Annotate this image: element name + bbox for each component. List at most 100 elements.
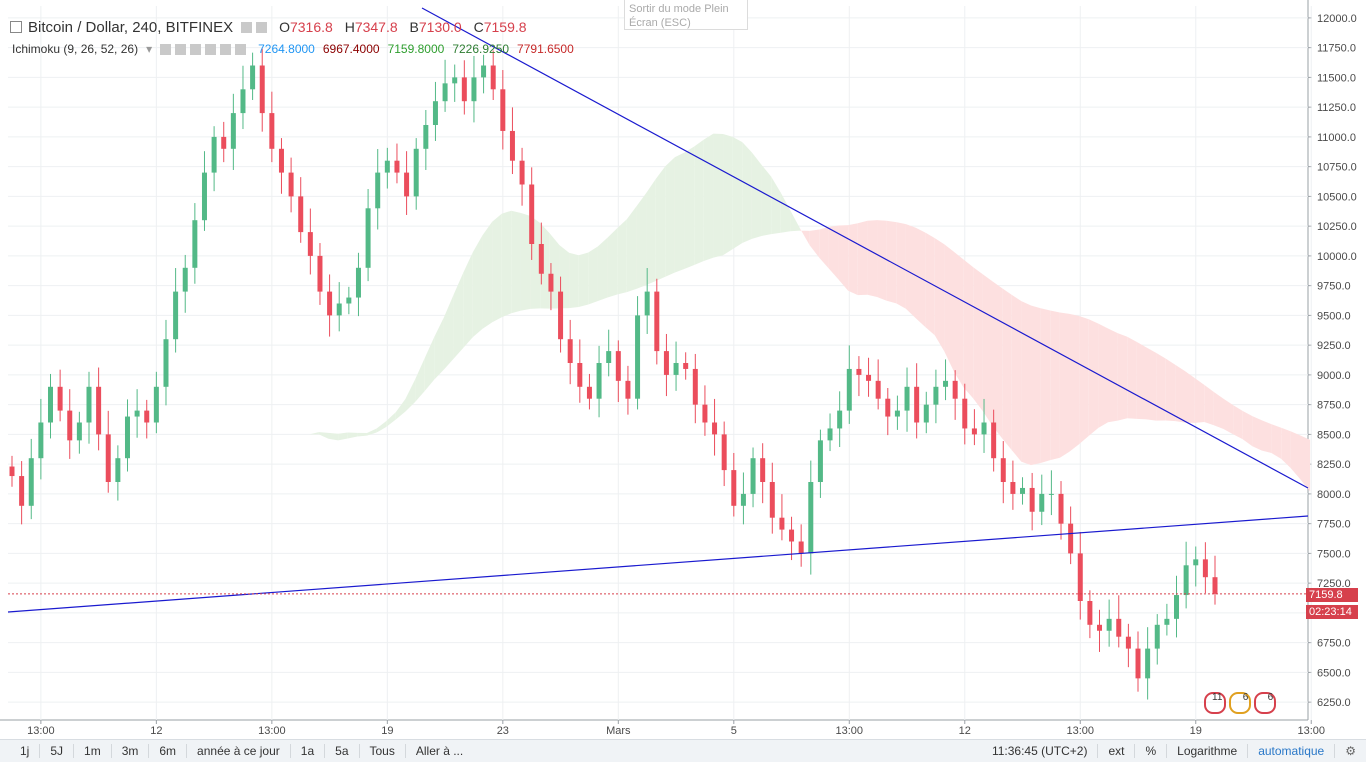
- ichimoku-cloud-segment: [674, 152, 685, 273]
- candle-body: [153, 386, 159, 423]
- ichimoku-cloud-segment: [453, 272, 464, 359]
- y-tick-label: 8500.0: [1317, 429, 1351, 441]
- settings-icon[interactable]: [175, 44, 187, 56]
- ichimoku-cloud-segment: [338, 432, 348, 441]
- ichimoku-cloud-segment: [376, 421, 387, 433]
- candle-body: [1039, 493, 1045, 512]
- candle-body: [509, 130, 515, 161]
- indicator-value: 7226.9250: [452, 42, 510, 56]
- add-icon[interactable]: [220, 44, 232, 56]
- symbol-title[interactable]: Bitcoin / Dollar, 240, BITFINEX: [28, 18, 234, 36]
- ichimoku-cloud-segment: [963, 259, 974, 399]
- ichimoku-cloud-segment: [1040, 308, 1051, 464]
- ichimoku-cloud-segment: [944, 244, 955, 372]
- candle-body: [750, 458, 756, 494]
- ichimoku-cloud-segment: [703, 133, 714, 262]
- ichimoku-cloud-segment: [1223, 398, 1234, 435]
- eye-icon[interactable]: [241, 22, 253, 34]
- price-chart[interactable]: 6250.06500.06750.07000.07250.07500.07750…: [0, 0, 1366, 740]
- auto-toggle[interactable]: automatique: [1247, 744, 1334, 758]
- range-button[interactable]: 1m: [74, 744, 112, 758]
- candle-body: [1106, 618, 1112, 631]
- candle-body: [875, 380, 881, 399]
- y-tick-label: 6250.0: [1317, 697, 1351, 709]
- y-tick-label: 9500.0: [1317, 310, 1351, 322]
- ichimoku-cloud-segment: [617, 219, 627, 295]
- candle-body: [894, 410, 900, 417]
- ichimoku-cloud-segment: [578, 252, 589, 308]
- source-icon[interactable]: [190, 44, 202, 56]
- y-tick-label: 8250.0: [1317, 459, 1351, 471]
- x-tick-label: 23: [497, 725, 509, 737]
- ichimoku-cloud-segment: [819, 226, 829, 269]
- eye-icon[interactable]: [160, 44, 172, 56]
- candle-body: [1174, 595, 1180, 619]
- candle-body: [798, 541, 804, 554]
- more-icon[interactable]: [205, 44, 217, 56]
- range-button[interactable]: 5J: [40, 744, 75, 758]
- candle-body: [856, 368, 862, 375]
- candle-body: [914, 386, 920, 423]
- range-button[interactable]: 1a: [291, 744, 326, 758]
- ichimoku-cloud-segment: [732, 136, 743, 250]
- y-tick-label: 6500.0: [1317, 667, 1351, 679]
- chevron-down-icon[interactable]: ▾: [146, 42, 153, 56]
- range-button[interactable]: 1j: [10, 744, 41, 758]
- indicator-name[interactable]: Ichimoku (9, 26, 52, 26): [12, 42, 139, 56]
- ichimoku-cloud-segment: [1233, 405, 1243, 440]
- close-icon[interactable]: [235, 44, 247, 56]
- event-flag-icon[interactable]: 6: [1253, 692, 1276, 714]
- candle-body: [1068, 523, 1074, 554]
- candle-body: [721, 434, 727, 471]
- settings-icon[interactable]: [256, 22, 268, 34]
- candle-body: [702, 404, 708, 423]
- ichimoku-cloud-segment: [501, 210, 512, 318]
- x-tick-label: 13:00: [1066, 725, 1094, 737]
- ichimoku-cloud-segment: [1002, 288, 1012, 451]
- candle-body: [789, 529, 795, 542]
- ichimoku-cloud-segment: [1194, 377, 1205, 423]
- range-button[interactable]: Tous: [360, 744, 406, 758]
- range-button[interactable]: année à ce jour: [187, 744, 291, 758]
- gear-icon[interactable]: ⚙: [1334, 744, 1366, 758]
- ichimoku-cloud-segment: [1146, 347, 1157, 421]
- ext-toggle[interactable]: ext: [1097, 744, 1134, 758]
- candle-body: [471, 77, 477, 102]
- ichimoku-cloud-segment: [492, 213, 502, 323]
- trend-line-resistance[interactable]: [421, 7, 1309, 489]
- event-markers[interactable]: 11 6 6: [1204, 692, 1276, 717]
- percent-toggle[interactable]: %: [1134, 744, 1166, 758]
- ichimoku-cloud-segment: [896, 222, 906, 309]
- range-button[interactable]: 5a: [325, 744, 360, 758]
- fullscreen-hint-line: Écran (ESC): [629, 17, 691, 29]
- candle-body: [76, 422, 82, 441]
- ichimoku-cloud-segment: [1175, 364, 1185, 423]
- y-tick-label: 11750.0: [1317, 43, 1356, 55]
- collapse-icon[interactable]: [10, 21, 22, 33]
- range-button[interactable]: 3m: [112, 744, 150, 758]
- candle-body: [981, 422, 987, 435]
- range-button[interactable]: 6m: [149, 744, 188, 758]
- candle-body: [904, 386, 910, 411]
- fullscreen-exit-hint[interactable]: Sortir du mode Plein Écran (ESC): [624, 0, 748, 30]
- ichimoku-cloud-segment: [328, 432, 339, 441]
- candle-body: [317, 255, 323, 292]
- log-toggle[interactable]: Logarithme: [1166, 744, 1247, 758]
- event-flag-icon[interactable]: 11: [1204, 692, 1226, 714]
- ichimoku-cloud-segment: [289, 440, 300, 443]
- candle-body: [943, 380, 949, 387]
- trend-line-support[interactable]: [7, 515, 1309, 613]
- event-flag-icon[interactable]: 6: [1228, 692, 1251, 714]
- ichimoku-cloud-segment: [973, 267, 983, 412]
- goto-button[interactable]: Aller à ...: [415, 744, 464, 758]
- low-value: 7130.0: [418, 19, 462, 35]
- event-count: 6: [1242, 692, 1249, 703]
- y-tick-label: 10000.0: [1317, 251, 1357, 263]
- candle-body: [288, 172, 294, 197]
- candle-body: [1145, 648, 1151, 679]
- candle-body: [298, 196, 304, 233]
- ichimoku-cloud-segment: [1300, 435, 1311, 492]
- ichimoku-cloud-segment: [520, 213, 531, 311]
- candle-body: [1010, 482, 1016, 494]
- candle-body: [673, 363, 679, 375]
